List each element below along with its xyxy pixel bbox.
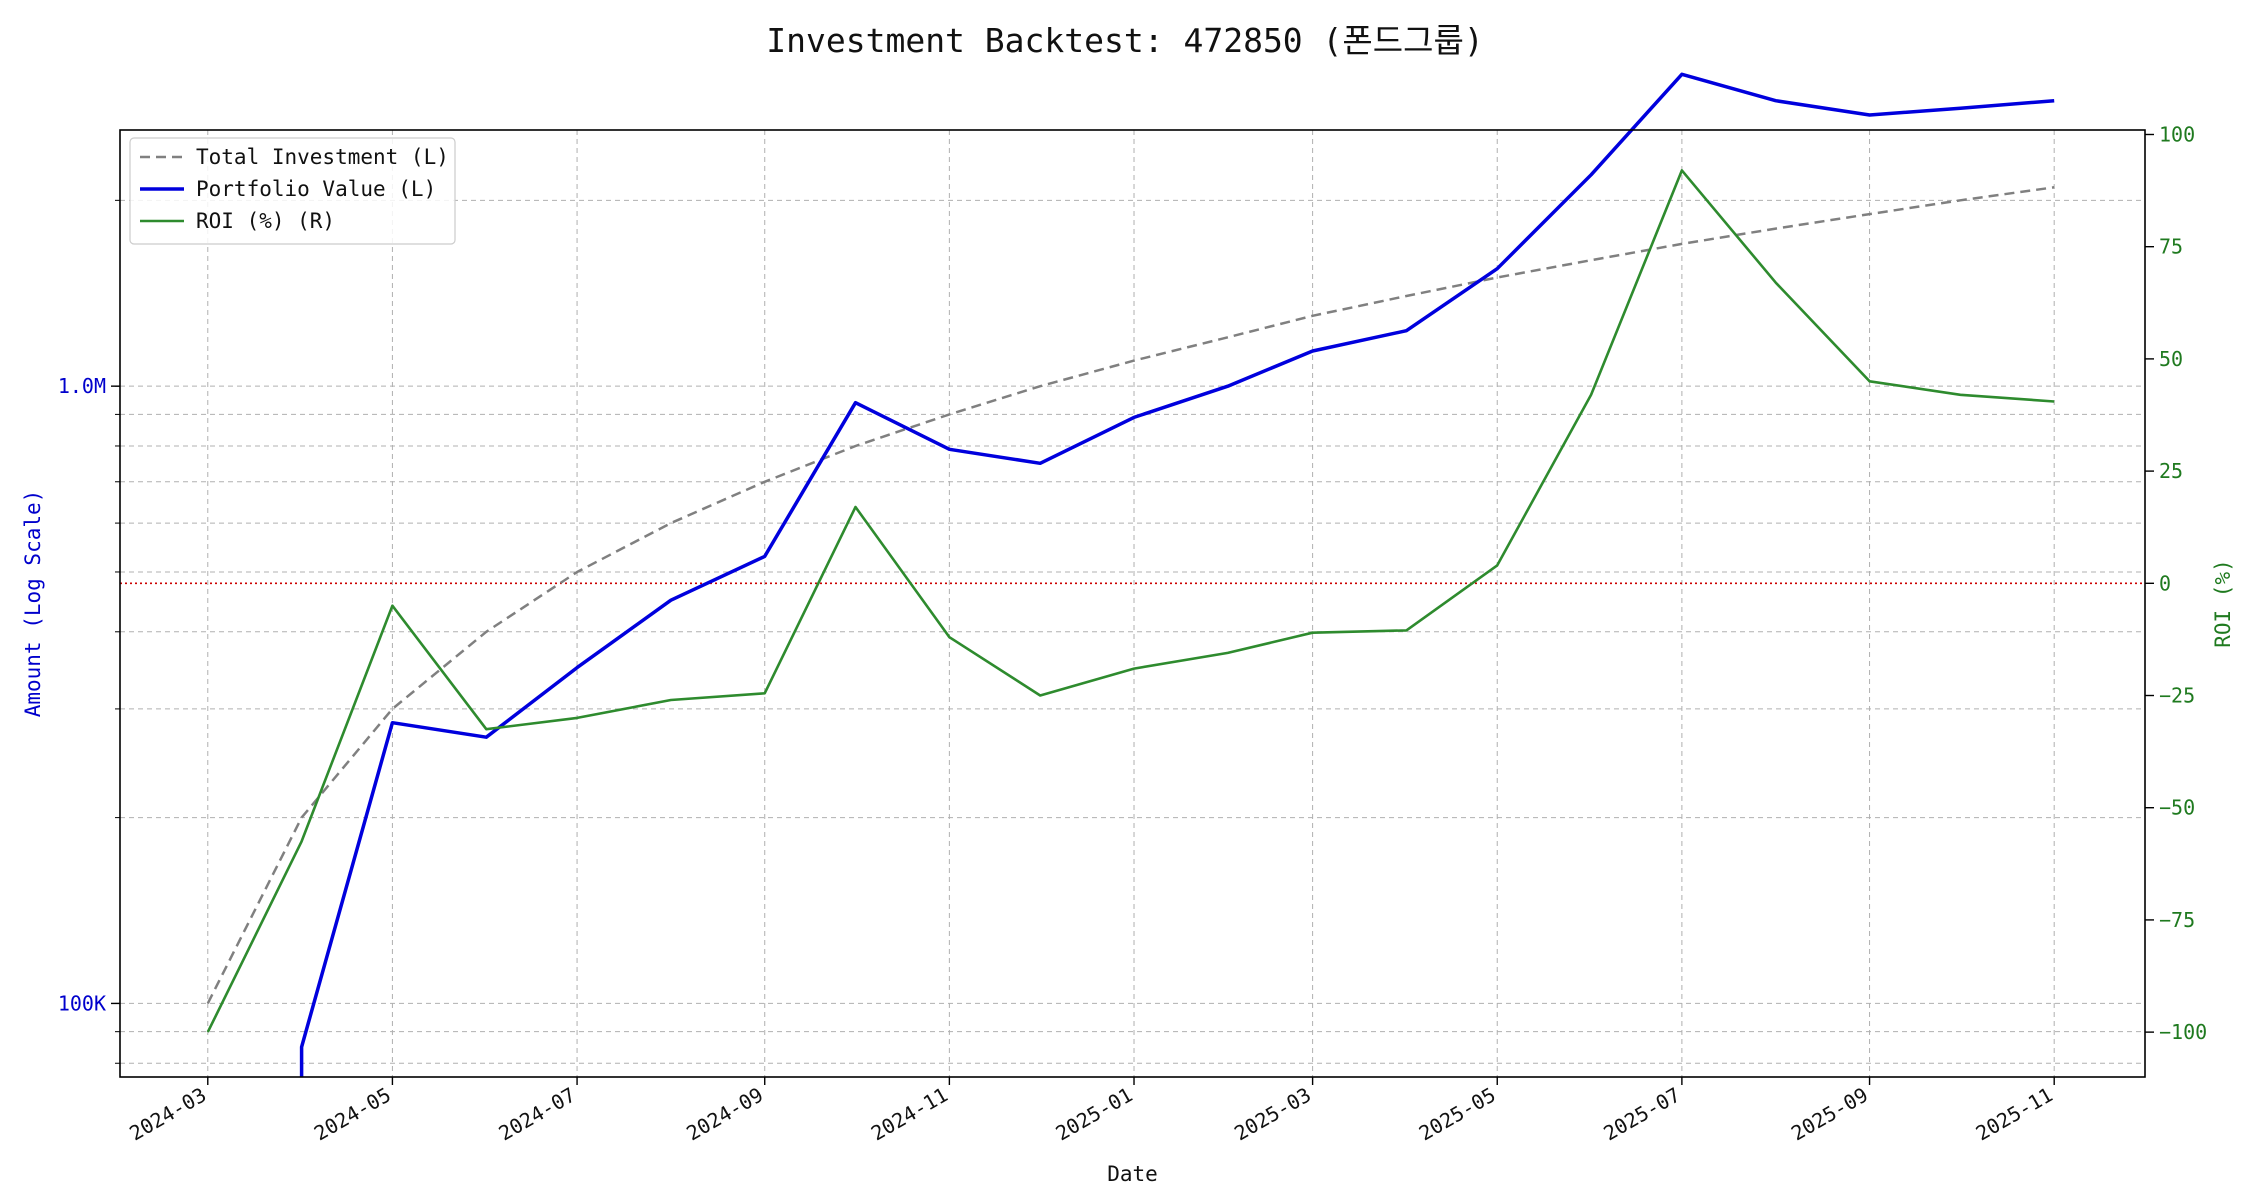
right-tick-label: −25 (2159, 684, 2195, 708)
series-line-1 (206, 186, 2055, 1004)
x-tick-label: 2024-05 (310, 1083, 395, 1146)
x-tick-label: 2024-07 (495, 1083, 580, 1146)
x-tick-label: 2024-03 (125, 1083, 210, 1146)
left-axis-label: Amount (Log Scale) (21, 490, 45, 718)
plot-frame (119, 129, 2146, 1078)
series-line-2 (299, 72, 2055, 1077)
x-tick-label: 2025-05 (1415, 1083, 1500, 1146)
x-axis-label: Date (1107, 1162, 1158, 1186)
chart-title: Investment Backtest: 472850 (폰드그룹) (766, 21, 1484, 60)
right-tick-label: −75 (2159, 908, 2195, 932)
legend-entry-2: Portfolio Value (L) (196, 177, 436, 201)
x-tick-label: 2025-09 (1787, 1083, 1872, 1146)
legend-box (129, 137, 456, 245)
right-tick-label: −100 (2159, 1020, 2207, 1044)
right-tick-label: −50 (2159, 796, 2195, 820)
legend-entry-3: ROI (%) (R) (196, 209, 335, 233)
right-tick-label: 0 (2159, 571, 2171, 595)
x-tick-label: 2025-01 (1052, 1083, 1137, 1146)
right-axis-label: ROI (%) (2211, 559, 2235, 648)
right-tick-label: 100 (2159, 122, 2195, 146)
right-tick-label: 75 (2159, 235, 2183, 259)
x-tick-label: 2025-03 (1230, 1083, 1315, 1146)
series-line-3 (206, 169, 2055, 1033)
x-tick-label: 2025-11 (1972, 1083, 2057, 1146)
left-tick-label: 100K (58, 991, 106, 1015)
legend-entry-1: Total Investment (L) (196, 145, 449, 169)
x-tick-label: 2024-11 (867, 1083, 952, 1146)
right-tick-label: 50 (2159, 347, 2183, 371)
x-tick-label: 2025-07 (1599, 1083, 1684, 1146)
left-tick-label: 1.0M (58, 374, 106, 398)
right-tick-label: 25 (2159, 459, 2183, 483)
x-tick-label: 2024-09 (682, 1083, 767, 1146)
